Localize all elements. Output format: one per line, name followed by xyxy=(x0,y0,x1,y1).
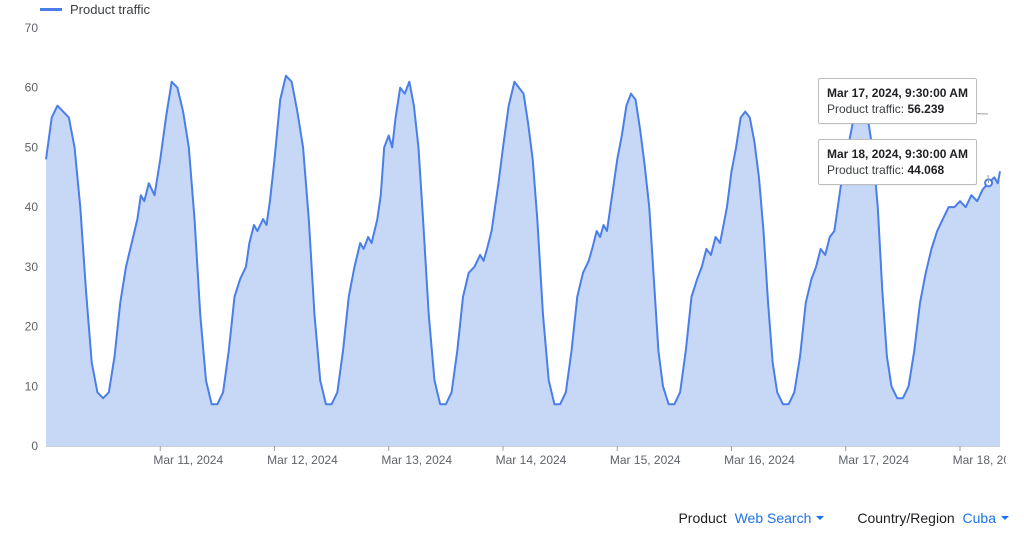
caret-down-icon xyxy=(815,513,825,523)
product-filter-label: Product xyxy=(678,510,726,526)
tooltip-0: Mar 17, 2024, 9:30:00 AM Product traffic… xyxy=(818,78,977,124)
svg-text:10: 10 xyxy=(25,379,39,393)
tooltip-0-title: Mar 17, 2024, 9:30:00 AM xyxy=(827,85,968,101)
region-filter: Country/Region Cuba xyxy=(857,510,1010,526)
tooltip-1-title: Mar 18, 2024, 9:30:00 AM xyxy=(827,146,968,162)
svg-text:70: 70 xyxy=(25,21,39,35)
svg-text:50: 50 xyxy=(25,140,39,154)
svg-text:Mar 18, 2024: Mar 18, 2024 xyxy=(953,453,1006,467)
svg-text:60: 60 xyxy=(25,81,39,95)
svg-text:Mar 11, 2024: Mar 11, 2024 xyxy=(153,453,223,467)
svg-text:40: 40 xyxy=(25,200,39,214)
svg-text:Mar 12, 2024: Mar 12, 2024 xyxy=(267,453,338,467)
product-filter: Product Web Search xyxy=(678,510,825,526)
legend-swatch xyxy=(40,8,62,11)
filter-controls: Product Web Search Country/Region Cuba xyxy=(0,510,1010,526)
svg-text:Mar 16, 2024: Mar 16, 2024 xyxy=(724,453,795,467)
region-filter-dropdown[interactable]: Cuba xyxy=(963,510,1010,526)
svg-text:Mar 13, 2024: Mar 13, 2024 xyxy=(381,453,452,467)
region-filter-value: Cuba xyxy=(963,510,996,526)
tooltip-1: Mar 18, 2024, 9:30:00 AM Product traffic… xyxy=(818,139,977,185)
svg-text:Mar 17, 2024: Mar 17, 2024 xyxy=(838,453,909,467)
tooltip-0-label: Product traffic: xyxy=(827,102,904,116)
tooltip-1-label: Product traffic: xyxy=(827,163,904,177)
svg-text:30: 30 xyxy=(25,260,39,274)
tooltip-0-value: 56.239 xyxy=(908,102,945,116)
legend-label: Product traffic xyxy=(70,2,150,17)
caret-down-icon xyxy=(1000,513,1010,523)
svg-text:Mar 14, 2024: Mar 14, 2024 xyxy=(496,453,567,467)
product-filter-dropdown[interactable]: Web Search xyxy=(735,510,826,526)
svg-text:20: 20 xyxy=(25,320,39,334)
svg-text:0: 0 xyxy=(31,439,38,453)
svg-text:Mar 15, 2024: Mar 15, 2024 xyxy=(610,453,681,467)
product-filter-value: Web Search xyxy=(735,510,812,526)
region-filter-label: Country/Region xyxy=(857,510,954,526)
legend: Product traffic xyxy=(40,2,150,17)
tooltip-1-value: 44.068 xyxy=(908,163,945,177)
